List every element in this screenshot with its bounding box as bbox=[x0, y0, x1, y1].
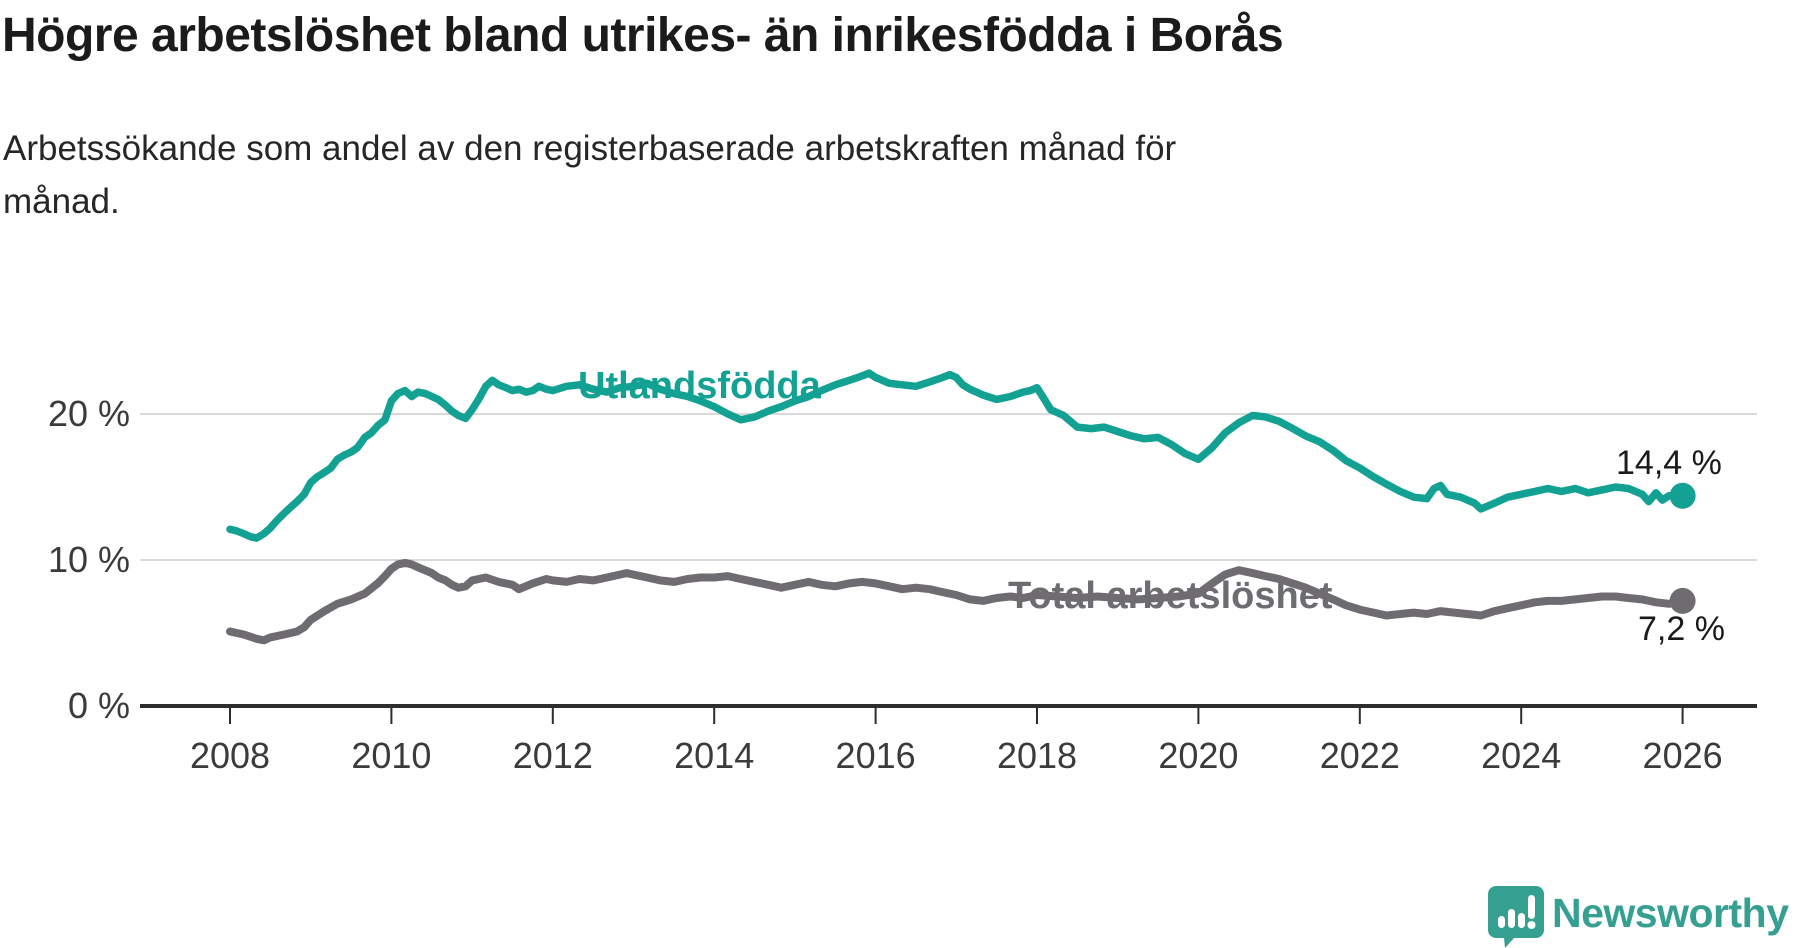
x-axis-label-2012: 2012 bbox=[512, 735, 593, 776]
y-axis-label-10: 10 % bbox=[47, 539, 130, 580]
series-label-utlandsfodda: Utlandsfödda bbox=[578, 365, 821, 407]
x-axis-label-2026: 2026 bbox=[1642, 735, 1723, 776]
newsworthy-logo-icon bbox=[1488, 886, 1544, 948]
x-axis-label-2008: 2008 bbox=[189, 735, 271, 776]
series-label-total-arbetsloshet: Total arbetslöshet bbox=[1008, 575, 1333, 617]
subtitle-line-1: Arbetssökande som andel av den registerb… bbox=[3, 129, 1177, 168]
x-axis-label-2022: 2022 bbox=[1319, 735, 1400, 776]
brand-footer: Newsworthy bbox=[1488, 884, 1800, 948]
brand-name: Newsworthy bbox=[1552, 890, 1789, 936]
x-axis-label-2010: 2010 bbox=[351, 735, 432, 776]
x-axis-label-2014: 2014 bbox=[674, 735, 755, 776]
series-line-total-arbetsloshet bbox=[226, 558, 1687, 645]
x-axis-label-2024: 2024 bbox=[1481, 735, 1562, 776]
subtitle-line-2: månad. bbox=[3, 182, 120, 221]
page-title: Högre arbetslöshet bland utrikes- än inr… bbox=[2, 9, 1284, 62]
x-axis-label-2016: 2016 bbox=[835, 735, 916, 776]
end-dot-total-arbetsloshet bbox=[1669, 587, 1696, 614]
y-axis-label-0: 0 % bbox=[67, 685, 130, 726]
chart-subtitle: Arbetssökande som andel av den registerb… bbox=[3, 122, 1503, 228]
end-value-label-utlandsfodda: 14,4 % bbox=[1616, 444, 1722, 482]
y-axis-label-20: 20 % bbox=[47, 393, 130, 434]
x-axis-label-2020: 2020 bbox=[1158, 735, 1239, 776]
end-dot-utlandsfodda bbox=[1669, 482, 1696, 509]
series-line-utlandsfodda bbox=[226, 369, 1687, 542]
end-value-label-total-arbetsloshet: 7,2 % bbox=[1638, 610, 1725, 648]
x-axis-label-2018: 2018 bbox=[996, 735, 1078, 776]
